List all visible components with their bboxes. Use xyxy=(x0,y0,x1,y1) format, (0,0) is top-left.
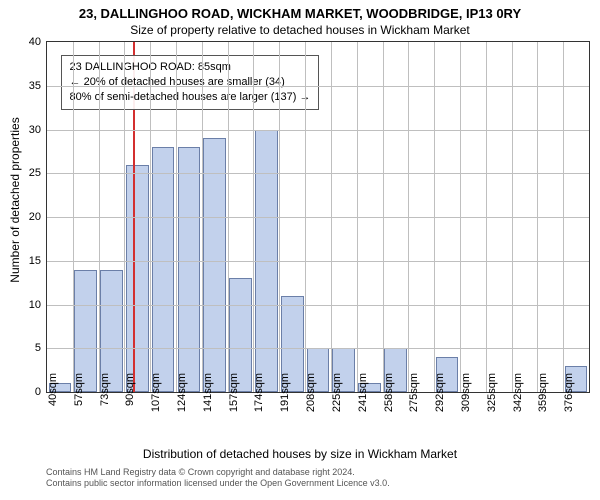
gridline-v xyxy=(537,42,538,392)
gridline-v xyxy=(99,42,100,392)
gridline-h xyxy=(47,86,589,87)
xtick-label: 57sqm xyxy=(73,373,85,419)
xtick-label: 124sqm xyxy=(176,373,188,419)
gridline-v xyxy=(512,42,513,392)
gridline-v xyxy=(124,42,125,392)
xtick-label: 325sqm xyxy=(486,373,498,419)
gridline-v xyxy=(176,42,177,392)
ytick-label: 20 xyxy=(29,211,41,223)
gridline-v xyxy=(73,42,74,392)
page-title: 23, DALLINGHOO ROAD, WICKHAM MARKET, WOO… xyxy=(0,0,600,21)
x-axis-label: Distribution of detached houses by size … xyxy=(0,447,600,461)
annotation-line-2: ← 20% of detached houses are smaller (34… xyxy=(70,75,311,90)
xtick-label: 292sqm xyxy=(434,373,446,419)
plot-area: 23 DALLINGHOO ROAD: 85sqm ← 20% of detac… xyxy=(46,41,590,393)
ytick-label: 10 xyxy=(29,299,41,311)
xtick-label: 174sqm xyxy=(253,373,265,419)
gridline-v xyxy=(253,42,254,392)
gridline-v xyxy=(383,42,384,392)
gridline-h xyxy=(47,348,589,349)
xtick-label: 241sqm xyxy=(357,373,369,419)
ytick-label: 15 xyxy=(29,255,41,267)
ytick-label: 25 xyxy=(29,167,41,179)
page-subtitle: Size of property relative to detached ho… xyxy=(0,21,600,39)
xtick-label: 40sqm xyxy=(47,373,59,419)
xtick-label: 258sqm xyxy=(383,373,395,419)
xtick-label: 191sqm xyxy=(279,373,291,419)
gridline-v xyxy=(150,42,151,392)
gridline-h xyxy=(47,130,589,131)
gridline-v xyxy=(563,42,564,392)
gridline-v xyxy=(305,42,306,392)
bar xyxy=(152,147,175,392)
xtick-label: 141sqm xyxy=(202,373,214,419)
xtick-label: 275sqm xyxy=(408,373,420,419)
footer: Contains HM Land Registry data © Crown c… xyxy=(0,461,600,489)
xtick-label: 73sqm xyxy=(99,373,111,419)
gridline-v xyxy=(357,42,358,392)
gridline-v xyxy=(279,42,280,392)
gridline-v xyxy=(202,42,203,392)
gridline-h xyxy=(47,305,589,306)
bar xyxy=(203,138,226,392)
bar xyxy=(126,165,149,393)
xtick-label: 157sqm xyxy=(228,373,240,419)
xtick-label: 376sqm xyxy=(563,373,575,419)
xtick-label: 359sqm xyxy=(537,373,549,419)
footer-line-1: Contains HM Land Registry data © Crown c… xyxy=(46,467,596,478)
annotation-line-3: 80% of semi-detached houses are larger (… xyxy=(70,90,311,105)
footer-line-2: Contains public sector information licen… xyxy=(46,478,596,489)
ytick-label: 30 xyxy=(29,124,41,136)
ytick-label: 40 xyxy=(29,36,41,48)
xtick-label: 342sqm xyxy=(512,373,524,419)
gridline-v xyxy=(331,42,332,392)
xtick-label: 90sqm xyxy=(124,373,136,419)
gridline-v xyxy=(460,42,461,392)
ytick-label: 0 xyxy=(35,386,41,398)
xtick-label: 208sqm xyxy=(305,373,317,419)
gridline-v xyxy=(434,42,435,392)
xtick-label: 309sqm xyxy=(460,373,472,419)
gridline-h xyxy=(47,261,589,262)
chart-container: 23 DALLINGHOO ROAD: 85sqm ← 20% of detac… xyxy=(46,41,590,393)
xtick-label: 225sqm xyxy=(331,373,343,419)
annotation-line-1: 23 DALLINGHOO ROAD: 85sqm xyxy=(70,60,311,75)
gridline-v xyxy=(486,42,487,392)
ytick-label: 5 xyxy=(35,342,41,354)
xtick-label: 107sqm xyxy=(150,373,162,419)
y-axis-label: Number of detached properties xyxy=(8,117,22,282)
ytick-label: 35 xyxy=(29,80,41,92)
gridline-h xyxy=(47,217,589,218)
gridline-h xyxy=(47,173,589,174)
gridline-v xyxy=(228,42,229,392)
gridline-v xyxy=(408,42,409,392)
bar xyxy=(178,147,201,392)
